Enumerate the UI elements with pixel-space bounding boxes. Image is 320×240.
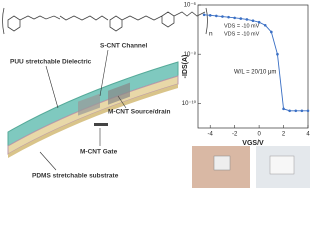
plot-frame <box>197 4 309 129</box>
y-axis-label: -IDS(A) <box>182 55 189 79</box>
data-point <box>239 17 243 20</box>
substrate-label: PDMS stretchable substrate <box>32 173 119 180</box>
data-point <box>276 52 279 56</box>
data-point <box>245 18 249 21</box>
data-point <box>294 109 298 113</box>
channel-label: S-CNT Channel <box>100 43 148 50</box>
x-axis-label: VGS/V <box>242 140 264 147</box>
data-point <box>251 19 255 23</box>
data-point <box>233 16 236 20</box>
data-point <box>221 15 224 18</box>
y-tick-label: 10⁻¹⁰ <box>182 100 197 107</box>
repeat-unit: n <box>209 31 213 38</box>
annotation: VDS = -10 mV <box>224 23 260 29</box>
source-drain-label: M-CNT Source/drain <box>108 109 171 116</box>
data-point <box>257 20 261 24</box>
data-point <box>263 23 267 27</box>
chart: 10⁻⁶ 10⁻⁸ 10⁻¹⁰ -4 -2 0 2 4 VGS/V -IDS(A) VDS = -1… <box>182 2 311 147</box>
chemical-structure <box>2 7 208 35</box>
x-tick-label: 0 <box>257 132 261 138</box>
dielectric-label: PUU stretchable Dielectric <box>10 59 92 66</box>
gate-label: M-CNT Gate <box>80 149 118 156</box>
data-point <box>300 109 304 113</box>
data-point <box>208 14 212 17</box>
photo-device <box>269 155 295 175</box>
data-point <box>202 13 206 17</box>
data-point <box>306 109 310 113</box>
data-point <box>270 30 273 34</box>
photo-device <box>213 155 231 171</box>
y-tick-label: 10⁻⁶ <box>184 2 197 9</box>
data-point <box>282 107 285 111</box>
x-tick-label: 4 <box>306 132 310 138</box>
x-tick-label: 2 <box>282 132 286 138</box>
data-point <box>288 109 291 113</box>
data-point <box>227 15 230 19</box>
device-schematic <box>7 49 179 171</box>
figure: n PUU stretchable Dielectric S-CNT Chann… <box>2 2 311 188</box>
y-tick-label: 10⁻⁸ <box>184 51 197 58</box>
annotation: VDS = -10 mV <box>224 31 260 37</box>
x-tick-label: -4 <box>208 132 214 138</box>
data-point <box>215 14 218 18</box>
x-tick-label: -2 <box>232 132 238 138</box>
annotation: W/L = 20/10 μm <box>234 70 276 76</box>
